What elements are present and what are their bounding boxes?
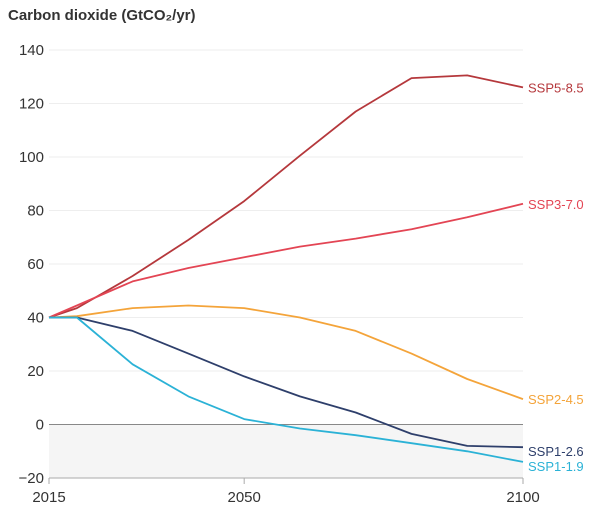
x-tick-label: 2100 — [506, 489, 539, 506]
negative-emissions-band — [49, 424, 523, 478]
series-lines — [48, 74, 524, 463]
y-tick-label: 0 — [36, 417, 44, 434]
series-line-ssp1-1.9 — [49, 316, 524, 463]
x-tick-label: 2015 — [32, 489, 65, 506]
y-axis-label: Carbon dioxide (GtCO₂/yr) — [8, 7, 196, 24]
y-tick-label: 20 — [27, 363, 44, 380]
x-tick-label: 2050 — [227, 489, 260, 506]
series-line-ssp2-4.5 — [48, 304, 524, 400]
series-label-ssp3-7.0: SSP3-7.0 — [528, 197, 584, 212]
y-tick-label: 120 — [19, 96, 44, 113]
series-line-ssp3-7.0 — [48, 202, 524, 319]
x-tick-labels: 2015 2050 2100 — [32, 489, 539, 506]
series-label-ssp5-8.5: SSP5-8.5 — [528, 80, 584, 95]
y-tick-label: 100 — [19, 149, 44, 166]
y-tick-label: 40 — [27, 310, 44, 327]
series-label-ssp1-1.9: SSP1-1.9 — [528, 459, 584, 474]
y-tick-label: 80 — [27, 203, 44, 220]
series-line-ssp5-8.5 — [48, 74, 524, 319]
y-tick-labels: −20 0 20 40 60 80 100 120 140 — [19, 42, 44, 487]
series-label-ssp2-4.5: SSP2-4.5 — [528, 392, 584, 407]
series-label-ssp1-2.6: SSP1-2.6 — [528, 444, 584, 459]
y-tick-label: 140 — [19, 42, 44, 59]
gridlines — [49, 49, 523, 372]
y-tick-label: −20 — [19, 470, 44, 487]
series-line-ssp1-2.6 — [49, 316, 524, 449]
y-tick-label: 60 — [27, 256, 44, 273]
x-ticks — [48, 478, 524, 484]
